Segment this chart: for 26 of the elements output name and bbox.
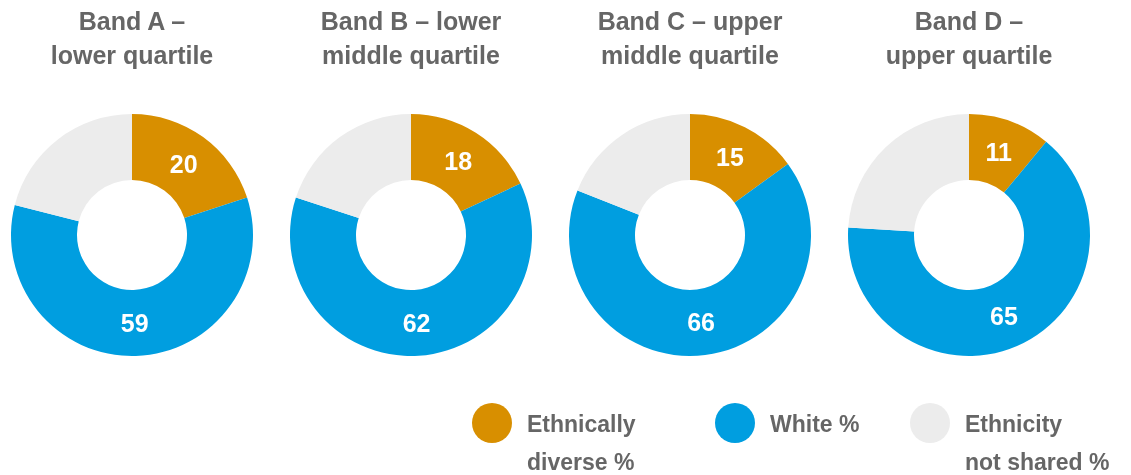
data-label: 20: [169, 149, 198, 178]
donut-slice: [295, 114, 411, 218]
chart-title: Band A – lower quartile: [50, 7, 214, 69]
chart-title: Band B – lower middle quartile: [320, 7, 502, 69]
data-label: 66: [687, 308, 715, 337]
chart-title: Band D – upper quartile: [885, 7, 1053, 69]
data-label: 59: [120, 308, 149, 337]
donut-slice: [132, 114, 248, 218]
chart-title: Band C – upper middle quartile: [597, 7, 783, 69]
data-label: 18: [444, 146, 473, 175]
data-label: 62: [402, 308, 431, 337]
donut-slice: [969, 114, 1047, 193]
legend-label: Ethnically diverse %: [527, 411, 636, 475]
donut-slice: [11, 197, 253, 356]
donut-slice: [14, 114, 132, 222]
data-label: 65: [990, 301, 1018, 330]
legend-label: White %: [770, 411, 860, 437]
donut-slice: [290, 183, 532, 356]
data-label: 15: [716, 142, 744, 171]
donut-slice: [577, 114, 690, 215]
legend-label: Ethnicity not shared %: [965, 411, 1110, 475]
data-label: 11: [985, 138, 1013, 167]
donut-slice: [411, 114, 521, 212]
donut-slice: [848, 114, 969, 232]
donut-slice: [848, 141, 1090, 356]
donut-slice: [690, 114, 788, 203]
